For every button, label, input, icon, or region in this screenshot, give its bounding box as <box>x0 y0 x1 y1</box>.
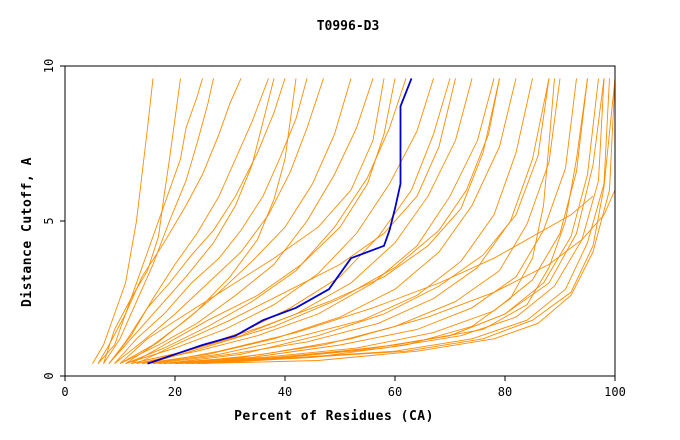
chart-title: T0996-D3 <box>317 19 380 34</box>
y-axis-ticks: 0 5 10 <box>42 59 65 380</box>
curve-line-40 <box>125 78 297 364</box>
x-tick-label: 20 <box>168 385 182 399</box>
x-axis-label: Percent of Residues (CA) <box>234 409 434 424</box>
curve-line-8 <box>114 78 324 364</box>
curve-line-3 <box>103 78 214 364</box>
plot-frame <box>64 65 616 377</box>
y-tick-label: 0 <box>42 372 56 379</box>
curve-line-11 <box>125 78 407 365</box>
curve-line-25 <box>191 78 616 365</box>
curve-line-4 <box>97 78 242 364</box>
curve-line-34 <box>136 78 456 365</box>
curve-line-17 <box>147 78 533 365</box>
x-tick-label: 60 <box>388 385 402 399</box>
curve-line-6 <box>108 78 286 364</box>
curve-line-38 <box>152 195 594 365</box>
curve-line-15 <box>136 78 495 365</box>
curve-line-10 <box>119 78 374 365</box>
curve-line-36 <box>163 78 550 365</box>
curve-line-29 <box>147 78 500 365</box>
curve-line-1 <box>92 78 154 364</box>
x-tick-label: 80 <box>498 385 512 399</box>
curve-line-2 <box>97 78 203 364</box>
highlight-curve <box>147 78 413 365</box>
curve-line-31 <box>108 78 275 364</box>
curve-line-24 <box>185 78 610 365</box>
other-curves <box>92 78 616 365</box>
curve-line-26 <box>196 78 616 365</box>
curve-line-9 <box>119 78 352 364</box>
x-tick-label: 0 <box>61 385 68 399</box>
y-axis-label: Distance Cutoff, A <box>20 157 35 307</box>
x-tick-label: 40 <box>278 385 292 399</box>
y-tick-label: 5 <box>42 217 56 224</box>
curve-line-28 <box>202 78 555 365</box>
curve-line-16 <box>141 78 517 365</box>
curve-line-37 <box>185 78 605 365</box>
curve-line-18 <box>152 78 550 365</box>
curve-line-12 <box>125 78 434 365</box>
curve-line-30 <box>130 78 396 364</box>
x-tick-label: 100 <box>604 385 626 399</box>
y-tick-label: 10 <box>42 59 56 73</box>
x-axis-ticks: 0 20 40 60 80 100 <box>61 376 626 399</box>
curve-line-20 <box>163 78 577 365</box>
curve-line-33 <box>119 78 385 364</box>
curve-line-32 <box>103 78 181 364</box>
curve-line-14 <box>130 78 473 365</box>
highlight-curve-group <box>147 78 413 365</box>
curve-line-39 <box>174 189 616 365</box>
curve-line-5 <box>108 78 269 364</box>
